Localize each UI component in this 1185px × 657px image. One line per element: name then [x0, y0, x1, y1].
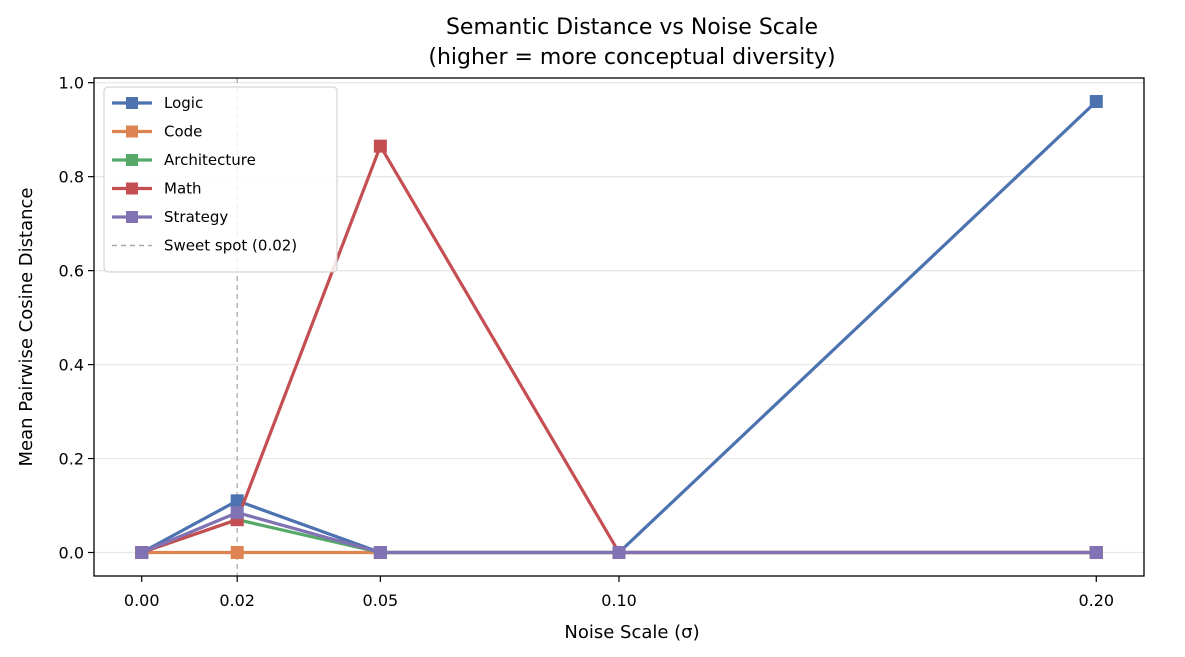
y-axis-label: Mean Pairwise Cosine Distance — [16, 187, 37, 466]
y-tick-label-1: 0.2 — [59, 450, 84, 469]
series-strategy — [135, 506, 1103, 560]
x-axis-label: Noise Scale (σ) — [564, 622, 699, 643]
legend-label-sweet-spot-0: Sweet spot (0.02) — [164, 237, 297, 255]
x-axis-ticks: 0.00 0.02 0.05 0.10 0.20 — [124, 576, 1114, 610]
legend-marker-strategy — [126, 211, 138, 223]
point-strategy-3 — [612, 546, 626, 560]
point-logic-4 — [1089, 94, 1103, 108]
series-layer — [135, 94, 1103, 560]
point-strategy-1 — [230, 506, 244, 520]
point-strategy-0 — [135, 546, 149, 560]
legend-label-architecture: Architecture — [164, 151, 256, 169]
legend-label-code: Code — [164, 123, 202, 141]
legend-label-math: Math — [164, 180, 202, 198]
y-tick-label-2: 0.4 — [59, 356, 84, 375]
legend-marker-math — [126, 182, 138, 195]
x-tick-label-2: 0.05 — [363, 591, 399, 610]
point-code-1 — [230, 546, 244, 560]
x-tick-label-4: 0.20 — [1078, 591, 1114, 610]
point-math-2 — [373, 139, 387, 153]
y-tick-label-0: 0.0 — [59, 544, 84, 563]
chart-subtitle: (higher = more conceptual diversity) — [428, 45, 835, 70]
y-tick-label-5: 1.0 — [59, 74, 84, 93]
legend-label-logic: Logic — [164, 94, 203, 112]
y-tick-label-3: 0.6 — [59, 262, 84, 281]
chart-title: Semantic Distance vs Noise Scale — [446, 15, 818, 40]
legend-marker-logic — [126, 97, 138, 109]
point-strategy-2 — [373, 546, 387, 560]
legend-marker-architecture — [126, 154, 138, 166]
x-tick-label-0: 0.00 — [124, 591, 160, 610]
point-strategy-4 — [1089, 546, 1103, 560]
x-tick-label-3: 0.10 — [601, 591, 637, 610]
x-tick-label-1: 0.02 — [219, 591, 255, 610]
legend-marker-code — [126, 125, 138, 138]
y-tick-label-4: 0.8 — [59, 168, 84, 187]
legend-label-strategy: Strategy — [164, 208, 228, 226]
legend: Logic Code Architecture Math Strategy Sweet s… — [103, 86, 338, 273]
y-axis-ticks: 0.0 0.2 0.4 0.6 0.8 1.0 — [59, 74, 94, 563]
legend-box — [103, 86, 338, 273]
point-logic-1 — [230, 494, 244, 508]
